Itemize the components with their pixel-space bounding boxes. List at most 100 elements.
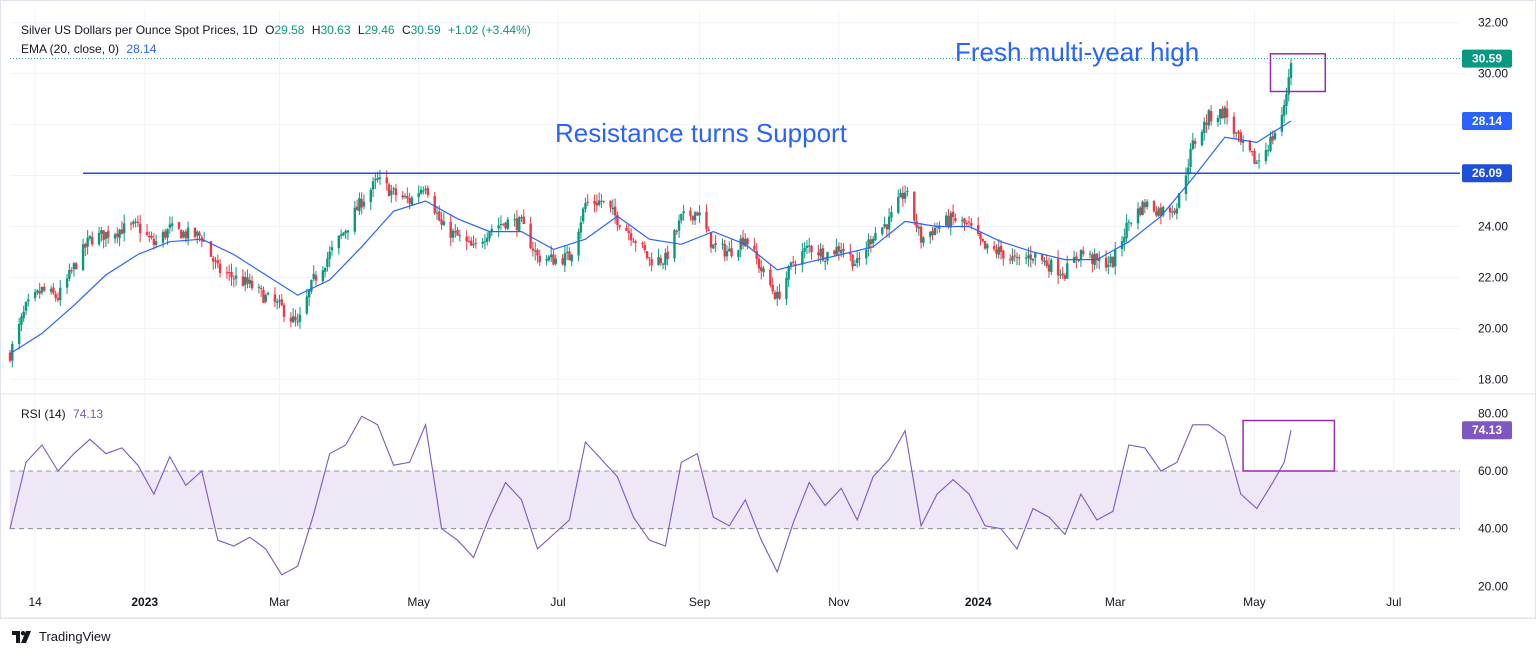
candle-body xyxy=(1273,133,1277,140)
candle-body xyxy=(757,258,761,269)
candles-group xyxy=(8,58,1293,368)
candle-body xyxy=(312,273,315,279)
candle-body xyxy=(72,263,76,270)
ema-line xyxy=(9,120,1292,355)
candle-body xyxy=(1027,255,1030,259)
low-value: 29.46 xyxy=(364,23,395,37)
candle-body xyxy=(1271,135,1274,141)
candle-body xyxy=(1061,273,1064,276)
candle-body xyxy=(470,240,473,246)
candle-body xyxy=(467,240,471,242)
candle-body xyxy=(581,208,585,222)
candle-body xyxy=(997,247,1000,255)
candle-body xyxy=(1168,207,1172,213)
candle-body xyxy=(1187,167,1190,175)
candle-body xyxy=(992,246,996,249)
rsi-tick-label: 60.00 xyxy=(1478,464,1508,478)
candle-body xyxy=(609,200,612,208)
candle-body xyxy=(24,302,28,311)
candle-body xyxy=(707,229,710,231)
candle-body xyxy=(266,292,270,295)
candle-body xyxy=(371,181,375,190)
candle-body xyxy=(214,260,217,262)
candle-body xyxy=(353,207,357,232)
candle-body xyxy=(323,267,327,272)
candle-body xyxy=(1034,253,1037,258)
candle-body xyxy=(1159,207,1163,216)
candle-body xyxy=(1002,250,1005,259)
candle-body xyxy=(787,265,790,280)
candle-body xyxy=(246,277,249,284)
candle-body xyxy=(376,177,379,180)
high-label: H xyxy=(311,23,321,37)
x-tick-label: Jul xyxy=(550,595,565,609)
candle-body xyxy=(154,241,158,246)
candle-body xyxy=(1050,259,1053,272)
candle-body xyxy=(881,227,884,235)
candle-body xyxy=(1139,207,1142,215)
candle-body xyxy=(1098,258,1101,261)
candle-body xyxy=(1011,256,1014,261)
candle-body xyxy=(949,213,952,228)
candle-body xyxy=(1095,253,1099,261)
candle-body xyxy=(803,247,806,252)
candle-body xyxy=(1136,208,1140,224)
candle-body xyxy=(54,293,57,299)
candle-body xyxy=(298,314,302,322)
tradingview-logo[interactable]: TradingView xyxy=(12,629,111,644)
candle-body xyxy=(120,229,124,235)
candle-body xyxy=(897,197,900,213)
candle-body xyxy=(314,275,318,281)
candle-body xyxy=(945,215,948,226)
candle-body xyxy=(1113,249,1117,267)
candle-body xyxy=(664,252,667,265)
candle-body xyxy=(56,297,60,301)
candle-body xyxy=(36,290,39,293)
close-label: C xyxy=(401,23,411,37)
candle-body xyxy=(595,202,599,206)
x-tick-label: Nov xyxy=(828,595,849,609)
candle-body xyxy=(1253,150,1256,164)
candle-body xyxy=(307,289,311,298)
candle-body xyxy=(1200,131,1204,146)
candle-body xyxy=(424,188,427,191)
candle-body xyxy=(869,239,873,245)
x-tick-label: May xyxy=(1243,595,1266,609)
candle-body xyxy=(198,232,201,237)
candle-body xyxy=(529,223,532,249)
candle-body xyxy=(264,295,267,302)
candle-body xyxy=(278,300,281,302)
candle-body xyxy=(483,241,487,243)
candle-body xyxy=(746,238,749,245)
candle-body xyxy=(563,253,567,266)
y-tick-label: 20.00 xyxy=(1478,321,1508,335)
candle-body xyxy=(358,198,361,212)
candle-body xyxy=(392,188,395,190)
price-badge xyxy=(1462,112,1512,131)
candle-body xyxy=(417,193,420,198)
candle-body xyxy=(725,251,729,257)
candle-body xyxy=(849,251,852,255)
candle-body xyxy=(600,200,603,202)
close-value: 30.59 xyxy=(410,23,441,37)
candle-body xyxy=(488,231,491,239)
candle-body xyxy=(650,259,653,266)
candle-body xyxy=(182,231,185,238)
candle-body xyxy=(280,299,283,306)
candle-body xyxy=(38,291,41,294)
rsi-legend: RSI (14) 74.13 xyxy=(21,407,107,421)
candle-body xyxy=(887,216,891,230)
candle-body xyxy=(1209,110,1213,122)
candle-body xyxy=(209,241,213,257)
candle-body xyxy=(449,221,452,238)
candle-body xyxy=(1082,250,1085,254)
candle-body xyxy=(91,237,94,245)
candle-body xyxy=(545,258,548,261)
candle-body xyxy=(472,244,475,246)
candle-body xyxy=(328,251,331,259)
candle-body xyxy=(86,237,89,247)
rsi-tick-label: 20.00 xyxy=(1478,579,1508,593)
candle-body xyxy=(762,268,765,273)
candle-body xyxy=(1282,104,1286,116)
